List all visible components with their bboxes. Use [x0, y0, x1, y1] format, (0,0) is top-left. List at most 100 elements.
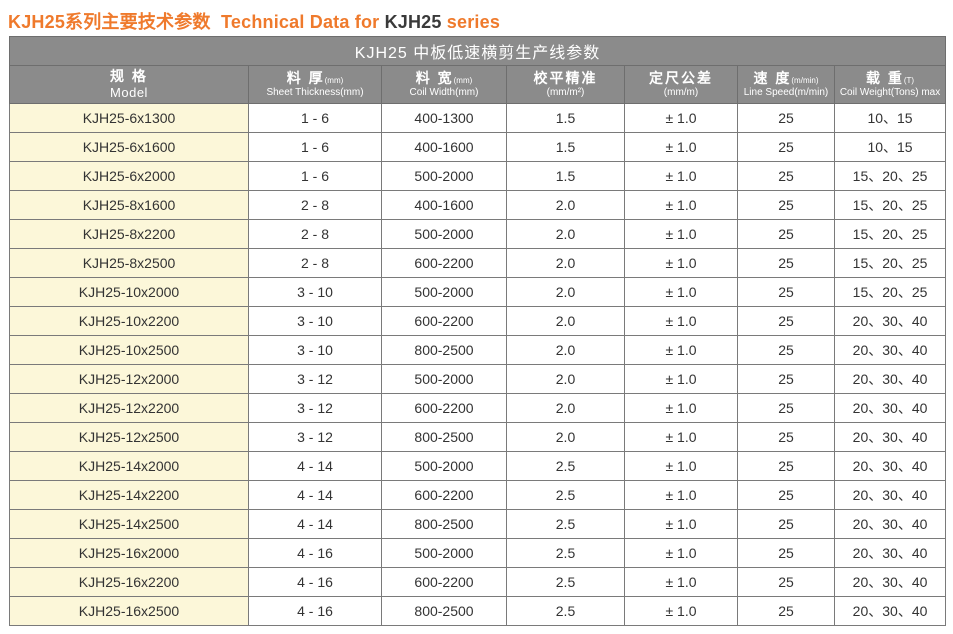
header-unit: (mm): [324, 75, 344, 85]
cell-coil-weight: 20、30、40: [833, 393, 947, 423]
header-line-speed: 速 度(m/min) Line Speed(m/min): [737, 65, 835, 104]
table-body: KJH25-6x1300 1 - 6 400-1300 1.5 ± 1.0 25 10、15…: [9, 103, 947, 626]
cell-coil-weight: 20、30、40: [833, 451, 947, 481]
table-row: KJH25-16x2000 4 - 16 500-2000 2.5 ± 1.0 25 20、…: [9, 538, 947, 568]
cell-sheet-thickness: 3 - 12: [248, 393, 382, 423]
cell-leveling-accuracy: 1.5: [506, 103, 625, 133]
cell-sheet-thickness: 3 - 10: [248, 277, 382, 307]
cell-model: KJH25-6x2000: [9, 161, 249, 191]
header-cn: 料 厚: [286, 69, 325, 86]
table-row: KJH25-12x2000 3 - 12 500-2000 2.0 ± 1.0 25 20、…: [9, 364, 947, 394]
cell-cut-length-tolerance: ± 1.0: [624, 538, 738, 568]
header-cn: 载 重: [865, 69, 904, 86]
cell-line-speed: 25: [737, 277, 835, 307]
cell-coil-width: 600-2200: [381, 248, 507, 278]
cell-coil-weight: 20、30、40: [833, 596, 947, 626]
table-row: KJH25-16x2200 4 - 16 600-2200 2.5 ± 1.0 25 20、…: [9, 567, 947, 597]
table-row: KJH25-10x2200 3 - 10 600-2200 2.0 ± 1.0 25 20、…: [9, 306, 947, 336]
cell-line-speed: 25: [737, 248, 835, 278]
cell-coil-width: 500-2000: [381, 219, 507, 249]
table-row: KJH25-6x1300 1 - 6 400-1300 1.5 ± 1.0 25 10、15: [9, 103, 947, 133]
header-en: (mm/m): [663, 86, 699, 98]
title-en-model: KJH25: [384, 12, 442, 32]
header-row: 规 格 Model 料 厚(mm) Sheet Thickness(mm) 料 宽(mm…: [9, 65, 947, 104]
cell-coil-weight: 15、20、25: [833, 219, 947, 249]
cell-coil-weight: 20、30、40: [833, 364, 947, 394]
cell-coil-weight: 20、30、40: [833, 567, 947, 597]
cell-sheet-thickness: 4 - 16: [248, 538, 382, 568]
cell-sheet-thickness: 3 - 12: [248, 422, 382, 452]
cell-sheet-thickness: 2 - 8: [248, 248, 382, 278]
cell-coil-weight: 15、20、25: [833, 248, 947, 278]
table-row: KJH25-8x2200 2 - 8 500-2000 2.0 ± 1.0 25 15、20…: [9, 219, 947, 249]
cell-leveling-accuracy: 2.0: [506, 219, 625, 249]
cell-leveling-accuracy: 2.0: [506, 306, 625, 336]
cell-leveling-accuracy: 2.0: [506, 248, 625, 278]
table-row: KJH25-14x2000 4 - 14 500-2000 2.5 ± 1.0 25 20、…: [9, 451, 947, 481]
cell-coil-width: 400-1600: [381, 132, 507, 162]
cell-leveling-accuracy: 2.0: [506, 422, 625, 452]
cell-sheet-thickness: 1 - 6: [248, 132, 382, 162]
cell-line-speed: 25: [737, 509, 835, 539]
cell-coil-width: 400-1600: [381, 190, 507, 220]
spec-table: KJH25 中板低速横剪生产线参数 规 格 Model 料 厚(mm) Sheet T…: [8, 36, 947, 626]
cell-line-speed: 25: [737, 480, 835, 510]
cell-leveling-accuracy: 2.0: [506, 277, 625, 307]
cell-line-speed: 25: [737, 538, 835, 568]
table-row: KJH25-6x1600 1 - 6 400-1600 1.5 ± 1.0 25 10、15: [9, 132, 947, 162]
cell-line-speed: 25: [737, 451, 835, 481]
cell-line-speed: 25: [737, 306, 835, 336]
table-row: KJH25-12x2500 3 - 12 800-2500 2.0 ± 1.0 25 20、…: [9, 422, 947, 452]
cell-line-speed: 25: [737, 596, 835, 626]
header-cn: 校平精准: [533, 69, 598, 86]
cell-sheet-thickness: 4 - 16: [248, 567, 382, 597]
cell-cut-length-tolerance: ± 1.0: [624, 103, 738, 133]
cell-cut-length-tolerance: ± 1.0: [624, 306, 738, 336]
cell-coil-weight: 15、20、25: [833, 161, 947, 191]
header-leveling-accuracy: 校平精准 (mm/m²): [506, 65, 625, 104]
cell-model: KJH25-12x2000: [9, 364, 249, 394]
cell-line-speed: 25: [737, 161, 835, 191]
header-unit: (m/min): [791, 75, 819, 85]
cell-cut-length-tolerance: ± 1.0: [624, 509, 738, 539]
cell-cut-length-tolerance: ± 1.0: [624, 190, 738, 220]
header-en: Coil Width(mm): [409, 86, 479, 98]
cell-model: KJH25-10x2500: [9, 335, 249, 365]
cell-model: KJH25-10x2000: [9, 277, 249, 307]
cell-coil-width: 600-2200: [381, 393, 507, 423]
header-cn: 料 宽: [415, 69, 454, 86]
cell-sheet-thickness: 4 - 14: [248, 480, 382, 510]
header-coil-weight: 载 重(T) Coil Weight(Tons) max: [833, 65, 947, 104]
cell-coil-width: 800-2500: [381, 596, 507, 626]
table-row: KJH25-10x2000 3 - 10 500-2000 2.0 ± 1.0 25 15、…: [9, 277, 947, 307]
cell-line-speed: 25: [737, 393, 835, 423]
cell-sheet-thickness: 3 - 12: [248, 364, 382, 394]
header-coil-width: 料 宽(mm) Coil Width(mm): [381, 65, 507, 104]
cell-cut-length-tolerance: ± 1.0: [624, 277, 738, 307]
cell-sheet-thickness: 4 - 14: [248, 509, 382, 539]
cell-coil-width: 500-2000: [381, 451, 507, 481]
title-en-suffix: series: [446, 12, 501, 32]
header-cut-length-tolerance: 定尺公差 (mm/m): [624, 65, 738, 104]
header-en: Coil Weight(Tons) max: [839, 86, 941, 98]
table-row: KJH25-14x2200 4 - 14 600-2200 2.5 ± 1.0 25 20、…: [9, 480, 947, 510]
cell-leveling-accuracy: 2.5: [506, 538, 625, 568]
cell-leveling-accuracy: 2.0: [506, 364, 625, 394]
cell-cut-length-tolerance: ± 1.0: [624, 161, 738, 191]
cell-model: KJH25-16x2200: [9, 567, 249, 597]
cell-model: KJH25-14x2000: [9, 451, 249, 481]
cell-leveling-accuracy: 1.5: [506, 132, 625, 162]
table-row: KJH25-6x2000 1 - 6 500-2000 1.5 ± 1.0 25 15、20…: [9, 161, 947, 191]
cell-model: KJH25-12x2500: [9, 422, 249, 452]
cell-cut-length-tolerance: ± 1.0: [624, 335, 738, 365]
table-row: KJH25-14x2500 4 - 14 800-2500 2.5 ± 1.0 25 20、…: [9, 509, 947, 539]
header-sheet-thickness: 料 厚(mm) Sheet Thickness(mm): [248, 65, 382, 104]
cell-leveling-accuracy: 2.0: [506, 190, 625, 220]
header-model: 规 格 Model: [9, 65, 249, 104]
header-unit: (T): [903, 75, 915, 85]
cell-coil-weight: 20、30、40: [833, 335, 947, 365]
cell-coil-weight: 20、30、40: [833, 538, 947, 568]
cell-model: KJH25-12x2200: [9, 393, 249, 423]
header-en: Sheet Thickness(mm): [266, 86, 364, 98]
cell-line-speed: 25: [737, 567, 835, 597]
